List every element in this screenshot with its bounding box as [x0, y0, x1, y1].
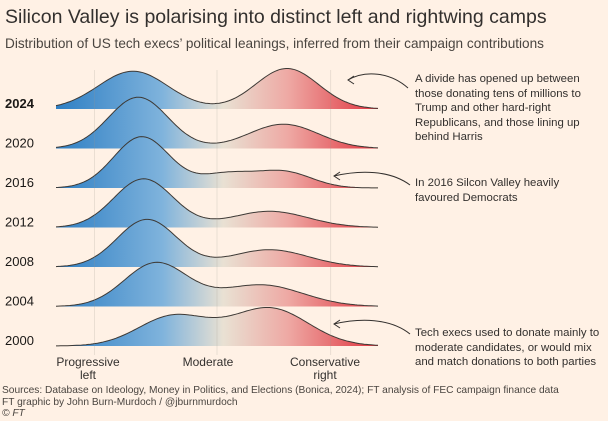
ridge-label-2024: 2024	[5, 96, 35, 111]
ridge-line-2000	[56, 307, 379, 347]
arrow-2000	[333, 319, 411, 335]
ridge-line-2024	[55, 68, 379, 109]
annotation-2024: A divide has opened up between those don…	[415, 73, 581, 144]
ridge-2004: 2004	[5, 261, 379, 309]
annotation-2016: In 2016 Silcon Valley heavily favoured D…	[415, 177, 560, 204]
ridge-label-2012: 2012	[5, 215, 34, 230]
footer-sources: Sources: Database on Ideology, Money in …	[2, 385, 559, 396]
arrow-2016	[333, 171, 411, 186]
ridge-area-2008	[56, 219, 378, 267]
ridge-label-2004: 2004	[5, 294, 34, 309]
ridge-line-2020	[55, 96, 379, 149]
x-label-conservative-right: Conservative right	[280, 356, 370, 382]
ridge-2016: 2016	[5, 136, 378, 190]
arrow-2024	[347, 73, 409, 89]
ridge-2012: 2012	[5, 178, 379, 230]
arrow-2024-head	[347, 75, 355, 85]
ridge-area-2016	[56, 136, 378, 188]
ridge-line-2016	[55, 136, 378, 189]
ridge-2020: 2020	[5, 96, 379, 151]
arrow-2000-head	[333, 319, 341, 329]
ridge-area-2020	[56, 97, 378, 149]
x-label-progressive-line1: Progressive	[56, 355, 120, 369]
footer-credit: FT graphic by John Burn-Murdoch / @jburn…	[2, 396, 238, 408]
chart-title: Silicon Valley is polarising into distin…	[5, 6, 547, 28]
footer-copyright: © FT	[2, 408, 25, 420]
ridge-line-2004	[55, 261, 379, 307]
annotation-2000: Tech execs used to donate mainly to mode…	[415, 327, 600, 369]
footer: Sources: Database on Ideology, Money in …	[2, 385, 559, 420]
ridge-label-2020: 2020	[5, 136, 34, 151]
ridge-label-2000: 2000	[5, 333, 34, 348]
arrow-2016-head	[333, 171, 341, 181]
x-label-progressive-line2: left	[79, 368, 96, 382]
ridge-line-2008	[55, 218, 379, 268]
ridge-2000: 2000	[5, 307, 379, 348]
ridge-label-2008: 2008	[5, 254, 34, 269]
ridge-2024: 2024	[5, 68, 379, 111]
chart-subtitle: Distribution of US tech execs’ political…	[5, 36, 544, 51]
x-label-conservative-line2: right	[313, 368, 337, 382]
ridge-area-2004	[56, 262, 378, 307]
x-label-progressive-left: Progressive left	[48, 356, 128, 382]
ridge-label-2016: 2016	[5, 175, 34, 190]
x-label-conservative-line1: Conservative	[289, 355, 361, 369]
x-label-moderate: Moderate	[182, 355, 234, 369]
ridge-2008: 2008	[5, 218, 379, 269]
ridge-line-2012	[55, 178, 379, 228]
